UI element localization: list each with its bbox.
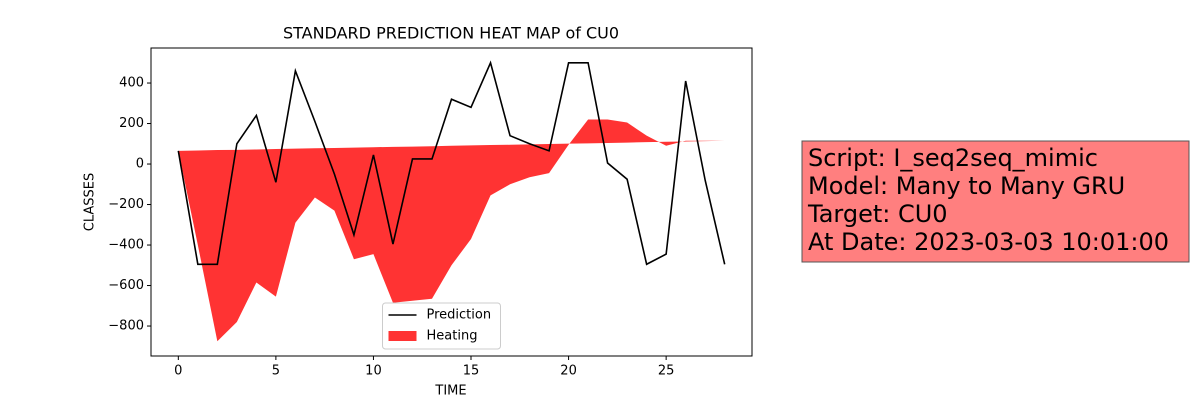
- y-tick-label: −200: [108, 197, 144, 212]
- legend-label: Heating: [427, 329, 478, 344]
- y-tick-label: −600: [108, 278, 144, 293]
- x-axis-label: TIME: [434, 384, 466, 399]
- prediction-line: [177, 60, 726, 266]
- y-tick-label: −400: [108, 238, 144, 253]
- chart-title: STANDARD PREDICTION HEAT MAP of CU0: [283, 24, 619, 43]
- x-tick-label: 0: [174, 364, 182, 379]
- x-tick-label: 25: [658, 364, 675, 379]
- x-tick-label: 15: [463, 364, 480, 379]
- annotation-line: Script: I_seq2seq_mimic: [808, 144, 1098, 172]
- y-tick-label: −800: [108, 319, 144, 334]
- y-axis-label: CLASSES: [83, 173, 98, 231]
- heating-area: [178, 119, 725, 342]
- x-tick-label: 20: [560, 364, 577, 379]
- y-tick-label: 200: [119, 116, 144, 131]
- annotation-line: At Date: 2023-03-03 10:01:00: [808, 228, 1169, 256]
- x-tick-label: 10: [365, 364, 382, 379]
- x-tick-label: 5: [272, 364, 280, 379]
- y-tick-label: 0: [136, 157, 144, 172]
- annotation-box: [801, 140, 1190, 263]
- annotation-line: Model: Many to Many GRU: [808, 172, 1125, 200]
- legend-label: Prediction: [427, 308, 492, 323]
- y-tick-label: 400: [119, 76, 144, 91]
- plot-frame: [150, 47, 753, 357]
- legend-swatch: [388, 331, 417, 341]
- annotation-line: Target: CU0: [807, 200, 948, 228]
